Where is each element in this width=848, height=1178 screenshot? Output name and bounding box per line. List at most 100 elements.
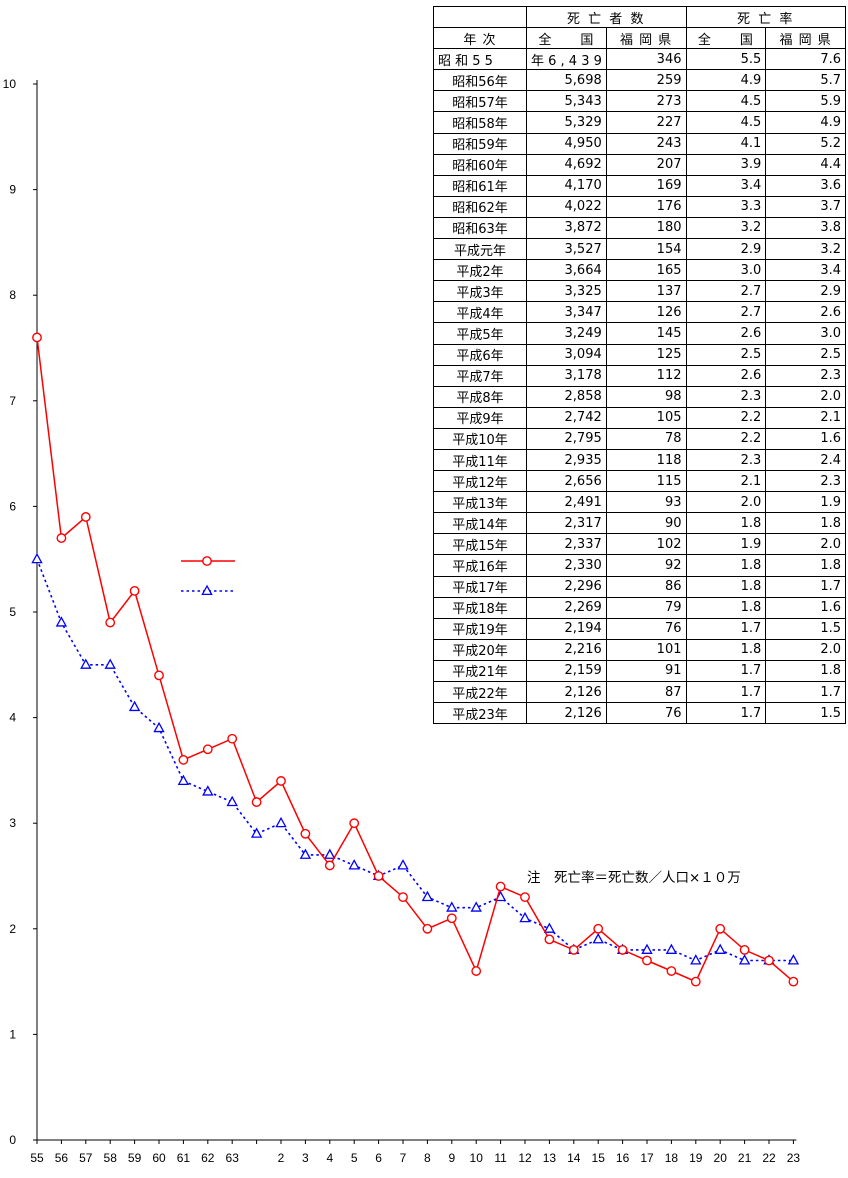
deaths-fukuoka-cell: 102	[605, 533, 687, 556]
deaths-fukuoka-cell: 93	[605, 491, 687, 514]
data-point-nation	[202, 785, 214, 796]
data-point-nation	[421, 890, 434, 902]
data-point-nation	[226, 795, 238, 807]
deaths-nation-cell: 4,692	[526, 153, 607, 176]
data-point-fukuoka	[398, 892, 408, 903]
table-row: 平成12年 2,656 115 2.1 2.3	[433, 470, 846, 493]
deaths-nation-cell: 4,950	[526, 132, 607, 155]
rate-fukuoka-cell: 1.8	[765, 512, 846, 535]
deaths-fukuoka-cell: 346	[605, 48, 687, 71]
deaths-nation-cell: 3,325	[526, 280, 607, 303]
data-point-nation	[250, 827, 263, 838]
rate-fukuoka-cell: 2.0	[765, 385, 846, 408]
data-point-nation	[397, 859, 409, 870]
deaths-nation-cell: 3,664	[526, 259, 607, 282]
data-point-fukuoka	[32, 332, 42, 343]
data-point-nation	[592, 933, 604, 944]
header-blank-cell	[433, 5, 527, 29]
data-point-nation	[348, 859, 360, 870]
data-point-nation	[641, 943, 653, 954]
deaths-fukuoka-cell: 112	[605, 364, 687, 387]
data-point-nation	[470, 901, 482, 912]
deaths-fukuoka-cell: 176	[605, 195, 687, 218]
data-point-nation	[324, 848, 336, 859]
x-tick-label: 21	[738, 1151, 752, 1165]
rate-fukuoka-cell: 3.7	[765, 195, 846, 218]
x-tick-label: 55	[30, 1151, 44, 1165]
rate-fukuoka-cell: 2.3	[765, 364, 846, 387]
deaths-nation-cell: 4,022	[526, 195, 607, 218]
rate-nation-cell: 2.1	[685, 470, 767, 493]
rate-nation-cell: 4.9	[685, 69, 767, 92]
rate-fukuoka-cell: 1.7	[765, 575, 846, 598]
deaths-nation-cell: 2,935	[526, 448, 607, 472]
x-tick-label: 12	[518, 1151, 532, 1165]
x-tick-label: 9	[448, 1151, 455, 1165]
data-point-fukuoka	[422, 923, 433, 934]
rate-fukuoka-cell: 3.0	[765, 322, 846, 345]
chart-series	[31, 332, 800, 987]
year-cell: 昭和59年	[433, 132, 527, 155]
rate-nation-cell: 2.2	[685, 427, 767, 450]
x-tick-label: 6	[375, 1151, 382, 1165]
year-cell: 平成10年	[433, 427, 527, 450]
x-tick-label: 58	[104, 1151, 118, 1165]
table-row: 平成7年 3,178 112 2.6 2.3	[433, 364, 846, 387]
rate-fukuoka-cell: 2.3	[765, 470, 846, 493]
data-point-fukuoka	[690, 976, 701, 987]
deaths-nation-cell: 2,194	[526, 617, 607, 640]
year-cell: 昭和57年	[433, 90, 527, 113]
data-point-fukuoka	[300, 828, 311, 839]
rate-nation-cell: 2.5	[685, 343, 767, 366]
col-deaths-nation-header: 全 国	[526, 27, 607, 50]
data-point-fukuoka	[568, 945, 579, 955]
table-header-row: 死 亡 者 数 死 亡 率	[433, 5, 846, 29]
data-point-fukuoka	[739, 945, 750, 955]
deaths-fukuoka-cell: 180	[605, 216, 687, 240]
deaths-fukuoka-cell: 91	[605, 659, 687, 683]
deaths-fukuoka-cell: 125	[605, 343, 687, 366]
x-tick-label: 22	[762, 1151, 776, 1165]
data-point-fukuoka	[202, 744, 213, 755]
x-tick-label: 4	[326, 1151, 333, 1165]
table-row: 昭和60年 4,692 207 3.9 4.4	[433, 153, 846, 176]
data-point-nation	[690, 954, 702, 965]
death-statistics-table: 死 亡 者 数 死 亡 率 年 次 全 国 福 岡 県 全 国 福 岡 県 昭 …	[433, 5, 846, 725]
x-tick-label: 56	[55, 1151, 69, 1165]
x-tick-label: 14	[567, 1151, 581, 1165]
rate-nation-cell: 5.5	[685, 48, 767, 71]
y-tick-label: 9	[9, 183, 16, 197]
x-tick-label: 7	[400, 1151, 407, 1165]
deaths-fukuoka-cell: 86	[605, 575, 687, 598]
deaths-nation-cell: 4,170	[526, 174, 607, 197]
data-point-nation	[299, 848, 312, 859]
deaths-nation-cell: 2,330	[526, 554, 607, 577]
table-row: 平成21年 2,159 91 1.7 1.8	[433, 659, 846, 683]
data-point-fukuoka	[764, 955, 774, 966]
year-cell: 平成19年	[433, 617, 527, 640]
data-point-nation	[714, 943, 726, 954]
rate-fukuoka-cell: 2.4	[765, 448, 846, 472]
y-tick-label: 3	[9, 816, 16, 830]
data-point-fukuoka	[446, 913, 457, 924]
col-year-header: 年 次	[433, 27, 527, 50]
table-row: 昭和57年 5,343 273 4.5 5.9	[433, 90, 846, 113]
deaths-nation-cell: 2,317	[526, 512, 607, 535]
table-row: 平成元年 3,527 154 2.9 3.2	[433, 238, 846, 261]
x-tick-label: 57	[79, 1151, 93, 1165]
deaths-fukuoka-cell: 101	[605, 638, 687, 661]
deaths-nation-cell: 5,698	[526, 69, 607, 92]
rate-fukuoka-cell: 1.6	[765, 596, 846, 619]
rate-nation-cell: 1.8	[685, 638, 767, 661]
year-cell: 昭和61年	[433, 174, 527, 197]
rate-nation-cell: 1.7	[685, 680, 767, 704]
x-tick-label: 15	[592, 1151, 606, 1165]
data-point-fukuoka	[593, 923, 604, 934]
rate-fukuoka-cell: 2.6	[765, 301, 846, 324]
x-tick-label: 8	[424, 1151, 431, 1165]
rate-fukuoka-cell: 1.7	[765, 680, 846, 704]
table-subheader-row: 年 次 全 国 福 岡 県 全 国 福 岡 県	[433, 27, 846, 50]
